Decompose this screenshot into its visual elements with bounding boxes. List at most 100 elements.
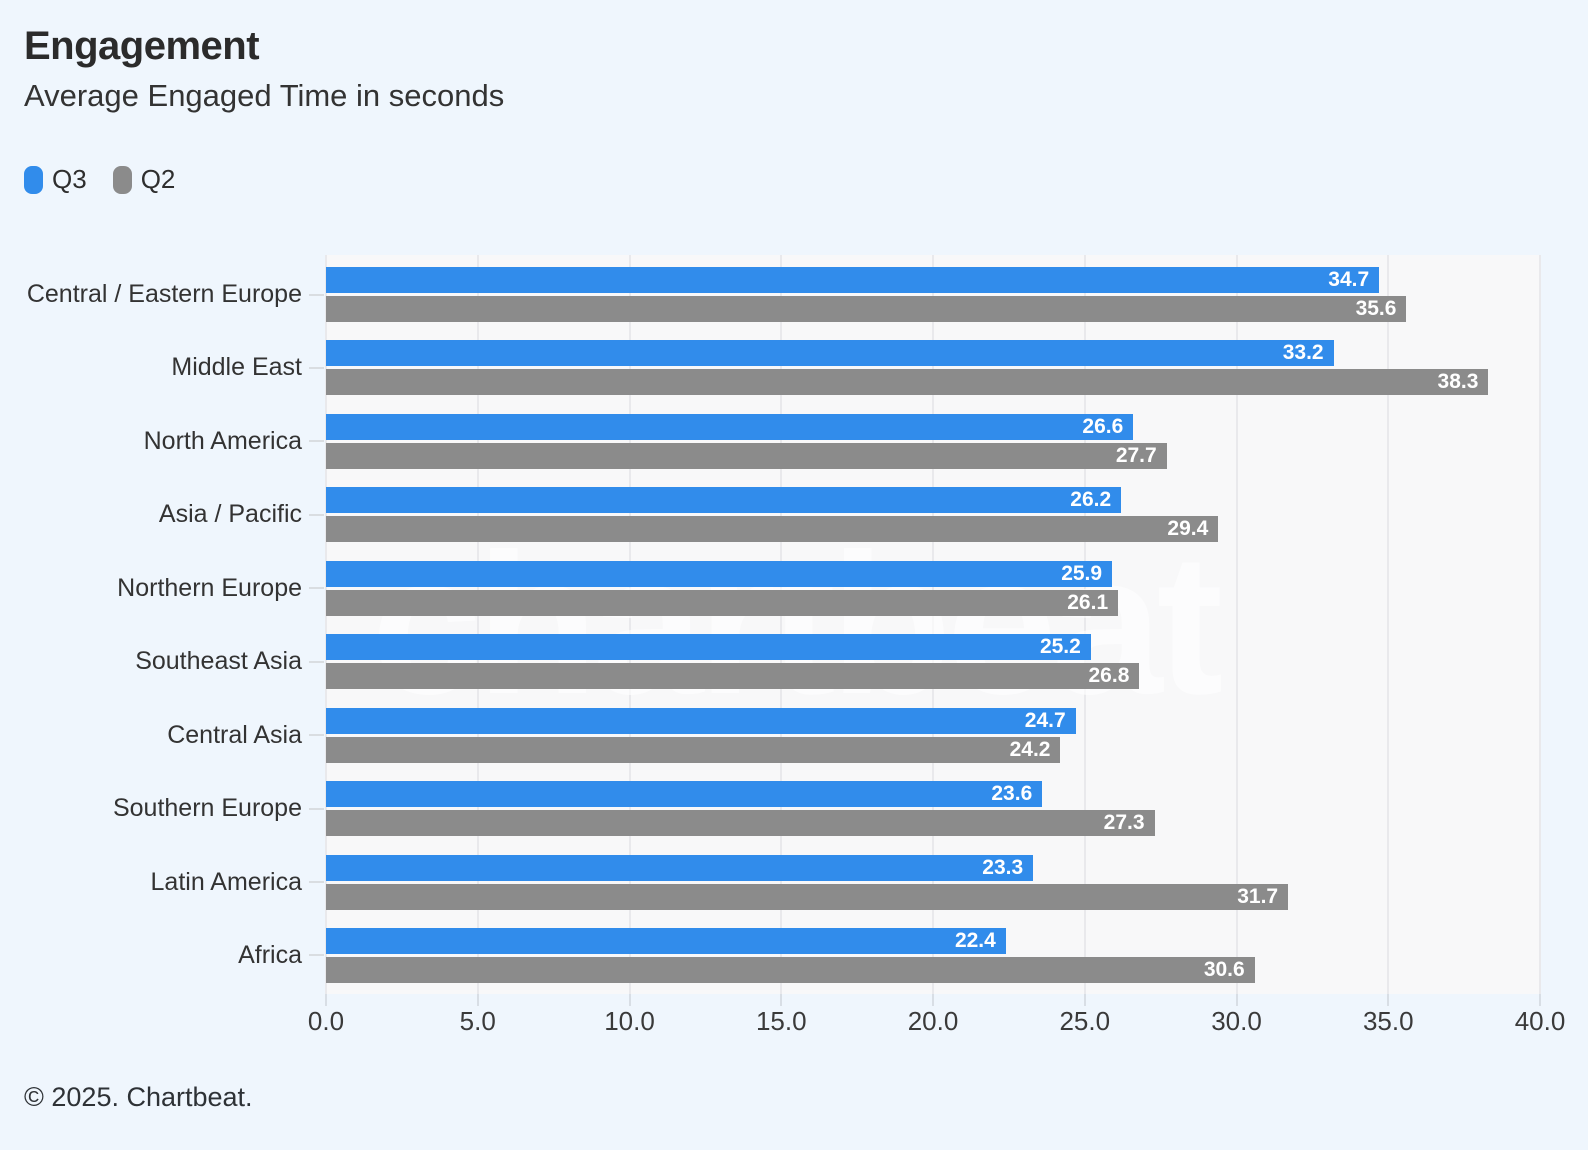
bar-value-label: 27.3 xyxy=(1103,811,1145,835)
category-tick-mark xyxy=(309,513,324,516)
bar-q2: 26.8 xyxy=(326,663,1140,690)
bar-value-label: 26.2 xyxy=(1070,488,1112,512)
category-label: Latin America xyxy=(150,867,302,896)
x-tick-mark xyxy=(628,994,631,1006)
category-label: Central Asia xyxy=(167,720,302,749)
x-tick-label: 20.0 xyxy=(907,1006,959,1036)
bar-q3: 25.9 xyxy=(326,560,1113,587)
bar-value-label: 26.6 xyxy=(1082,414,1124,438)
x-tick-label: 5.0 xyxy=(459,1006,496,1036)
x-tick-mark xyxy=(1539,994,1541,1006)
bar-group: 25.2 26.8 xyxy=(326,634,1540,690)
gridline xyxy=(1083,255,1086,994)
x-tick-mark xyxy=(780,994,783,1006)
category-label: Asia / Pacific xyxy=(158,500,302,529)
bar-q2: 31.7 xyxy=(326,883,1289,910)
category-label: Africa xyxy=(238,940,302,969)
x-tick-label: 0.0 xyxy=(307,1006,345,1036)
bar-q3: 34.7 xyxy=(326,267,1380,293)
bar-q3: 23.6 xyxy=(326,781,1043,808)
category-tick-mark xyxy=(309,587,324,590)
bar-group: 25.9 26.1 xyxy=(326,560,1540,616)
category-label: Northern Europe xyxy=(117,573,302,602)
bar-q2: 24.2 xyxy=(326,736,1061,763)
copyright-text: © 2025. Chartbeat. xyxy=(24,1082,253,1112)
legend: Q3 Q2 xyxy=(24,164,175,195)
bar-q2: 27.7 xyxy=(326,442,1167,469)
category-label: Central / Eastern Europe xyxy=(26,280,302,308)
gridline xyxy=(476,255,479,994)
bar-value-label: 38.3 xyxy=(1437,370,1479,394)
bar-q2: 30.6 xyxy=(326,956,1255,983)
bar-value-label: 29.4 xyxy=(1167,517,1209,541)
bar-value-label: 22.4 xyxy=(954,928,996,952)
legend-item-q3: Q3 xyxy=(24,164,87,195)
category-tick-mark xyxy=(309,734,324,737)
q2-swatch-icon xyxy=(112,165,132,194)
x-tick-mark xyxy=(1387,994,1390,1006)
x-tick-mark xyxy=(1235,994,1238,1006)
x-tick-label: 10.0 xyxy=(604,1006,655,1036)
x-tick-mark xyxy=(325,994,327,1006)
bar-q2: 35.6 xyxy=(326,296,1407,322)
bar-value-label: 31.7 xyxy=(1237,884,1279,908)
bar-q3: 26.2 xyxy=(326,487,1122,514)
category-tick-mark xyxy=(309,954,324,957)
x-tick-mark xyxy=(932,994,934,1006)
x-tick-label: 35.0 xyxy=(1362,1006,1414,1036)
bar-q3: 26.6 xyxy=(326,413,1134,440)
gridline xyxy=(1387,255,1390,994)
x-tick-label: 30.0 xyxy=(1211,1006,1262,1036)
bar-value-label: 34.7 xyxy=(1328,268,1370,291)
bar-group: 23.6 27.3 xyxy=(326,781,1540,837)
x-tick-mark xyxy=(1083,994,1086,1006)
bar-value-label: 24.2 xyxy=(1009,737,1051,761)
bar-q2: 29.4 xyxy=(326,516,1219,543)
category-tick-mark xyxy=(309,440,324,443)
bar-q3: 24.7 xyxy=(326,707,1076,734)
category-label: Middle East xyxy=(171,353,302,382)
category-label: North America xyxy=(143,426,302,455)
bar-value-label: 25.9 xyxy=(1061,561,1103,585)
gridline xyxy=(1539,255,1541,994)
x-tick-label: 15.0 xyxy=(755,1006,807,1036)
category-tick-mark xyxy=(309,293,324,296)
bar-value-label: 30.6 xyxy=(1203,957,1245,981)
category-tick-mark xyxy=(309,881,324,884)
page-title: Engagement xyxy=(24,24,260,68)
page-subtitle: Average Engaged Time in seconds xyxy=(24,78,505,113)
legend-label-q2: Q2 xyxy=(140,164,176,194)
x-tick-label: 40.0 xyxy=(1514,1006,1566,1036)
bar-q3: 25.2 xyxy=(326,634,1091,661)
bar-value-label: 33.2 xyxy=(1282,341,1324,365)
bar-value-label: 35.6 xyxy=(1355,297,1397,320)
gridline xyxy=(932,255,934,994)
q3-swatch-icon xyxy=(24,165,43,194)
x-tick-mark xyxy=(476,994,479,1006)
gridline xyxy=(628,255,631,994)
bar-q3: 22.4 xyxy=(326,927,1006,954)
bar-group: 33.2 38.3 xyxy=(326,340,1540,396)
bar-value-label: 26.1 xyxy=(1067,590,1109,614)
category-tick-mark xyxy=(309,807,324,810)
bar-group: 24.7 24.2 xyxy=(326,707,1540,763)
bar-q2: 27.3 xyxy=(326,810,1155,837)
legend-item-q2: Q2 xyxy=(112,164,176,195)
category-tick-mark xyxy=(309,660,324,663)
category-label: Southern Europe xyxy=(112,794,302,823)
x-tick-label: 25.0 xyxy=(1059,1006,1111,1036)
chartbeat-watermark: chartbeat xyxy=(371,513,1223,736)
bar-group: 26.6 27.7 xyxy=(326,413,1540,469)
bar-q2: 38.3 xyxy=(326,369,1489,396)
bar-group: 22.4 30.6 xyxy=(326,927,1540,983)
gridline xyxy=(780,255,783,994)
bar-value-label: 27.7 xyxy=(1115,443,1157,467)
legend-label-q3: Q3 xyxy=(52,164,87,194)
x-axis: 0.0 5.0 10.0 15.0 20.0 25.0 30.0 35.0 40.0 xyxy=(0,1006,1588,1046)
category-axis: Central / Eastern Europe Middle East North… xyxy=(0,255,302,994)
bar-value-label: 23.3 xyxy=(982,855,1024,879)
bar-q2: 26.1 xyxy=(326,589,1119,616)
bar-value-label: 23.6 xyxy=(991,782,1033,806)
bar-value-label: 24.7 xyxy=(1024,708,1066,732)
